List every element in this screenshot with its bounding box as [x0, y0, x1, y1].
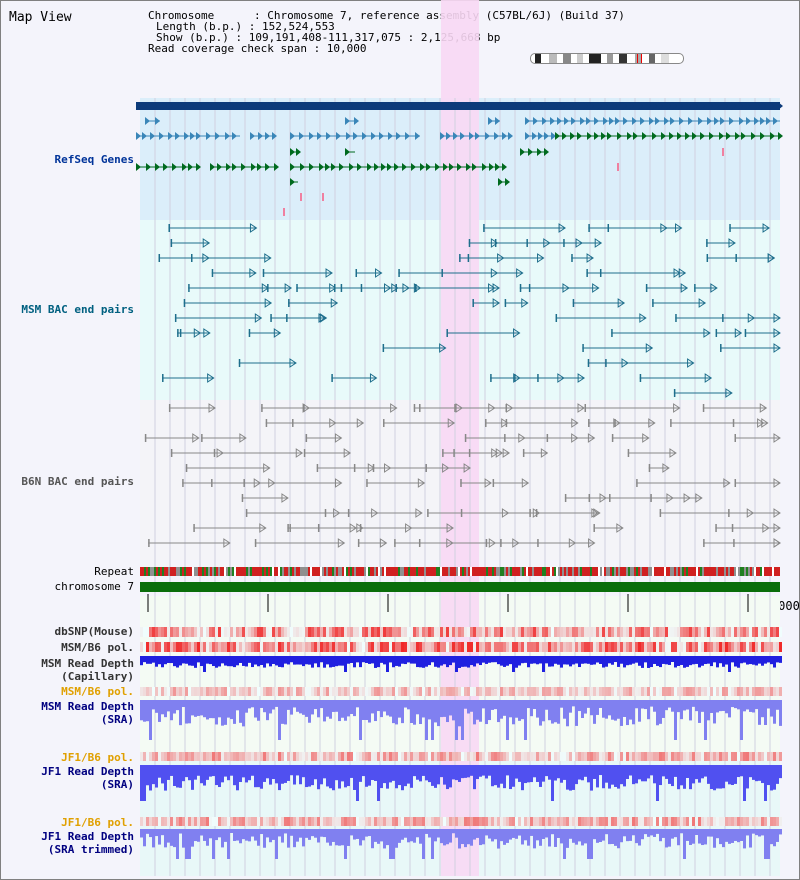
track-label-jf1-depth-sra-sub: (SRA) — [100, 778, 134, 791]
track-label-jf1-pol: JF1/B6 pol. — [61, 751, 134, 764]
track-label-dbsnp: dbSNP(Mouse) — [54, 625, 134, 638]
track-label-msm-depth-cap-sub: (Capillary) — [61, 670, 134, 683]
track-label-b6n-bac: B6N BAC end pairs — [21, 475, 134, 488]
info-coverage-span: Read coverage check span : 10,000 — [148, 42, 367, 55]
track-label-jf1-depth-trim: JF1 Read Depth — [41, 830, 134, 843]
track-label-msm-bac: MSM BAC end pairs — [21, 303, 134, 316]
chromosome-info: Chromosome : Chromosome 7, reference ass… — [148, 10, 625, 54]
track-label-msm-pol-2: MSM/B6 pol. — [61, 685, 134, 698]
track-label-jf1-depth-sra: JF1 Read Depth — [41, 765, 134, 778]
track-label-msm-depth-sra-sub: (SRA) — [100, 713, 134, 726]
axis-tick-label: 111200000 — [742, 599, 800, 613]
track-label-jf1-pol-2: JF1/B6 pol. — [61, 816, 134, 829]
axis-tick-label: 110000000 — [382, 599, 448, 613]
chromosome-position-marker — [637, 54, 642, 63]
track-label-repeat: Repeat — [94, 565, 134, 578]
axis-tick-label: 109200000 — [142, 599, 208, 613]
axis-tick-label: 110400000 — [502, 599, 568, 613]
track-label-jf1-depth-trim-sub: (SRA trimmed) — [47, 843, 134, 856]
track-label-msm-pol: MSM/B6 pol. — [61, 641, 134, 654]
axis-tick-label: 109600000 — [262, 599, 328, 613]
axis-tick-label: 110800000 — [622, 599, 688, 613]
track-label-msm-depth-cap: MSM Read Depth — [41, 657, 134, 670]
chromosome-ideogram[interactable] — [530, 53, 684, 64]
info-length: Length (b.p.) : 152,524,553 — [156, 20, 335, 33]
page-title: Map View — [9, 10, 72, 25]
track-label-chromosome: chromosome 7 — [54, 580, 134, 593]
track-label-msm-depth-sra: MSM Read Depth — [41, 700, 134, 713]
track-label-refseq: RefSeq Genes — [54, 153, 134, 166]
